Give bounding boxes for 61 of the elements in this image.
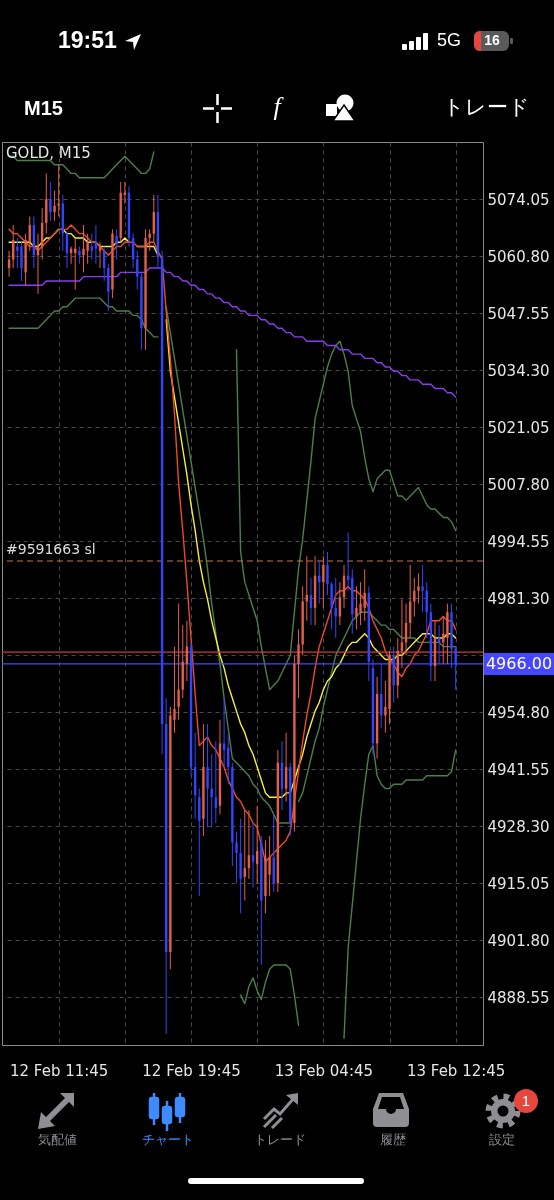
text: 16 <box>484 32 500 49</box>
text: 気配値 <box>37 1131 77 1148</box>
ref-line-label: #9591663 sl <box>6 541 96 558</box>
x-tick-label: 12 Feb 19:45 <box>142 1061 241 1080</box>
candlestick <box>417 573 420 605</box>
candlestick <box>206 723 209 828</box>
y-tick-label: 4915.05 <box>487 874 550 893</box>
text: トレード <box>443 95 530 119</box>
candlestick <box>53 190 56 222</box>
candlestick <box>326 551 329 596</box>
candlestick <box>421 564 424 613</box>
candlestick <box>148 228 151 252</box>
candlestick <box>363 568 366 622</box>
candlestick <box>210 753 213 828</box>
candlestick <box>107 263 110 312</box>
y-tick-label: 5047.55 <box>487 304 550 323</box>
candlestick <box>20 241 23 282</box>
y-tick-label: 4994.55 <box>487 532 550 551</box>
text: トレード <box>254 1131 306 1148</box>
candlestick <box>413 577 416 618</box>
chart-title: GOLD, M15 <box>6 144 91 162</box>
candlestick <box>57 164 60 217</box>
candlestick <box>49 181 52 222</box>
text: 1 <box>521 1091 531 1110</box>
candlestick <box>251 822 255 889</box>
candlestick <box>297 628 300 699</box>
text: チャート <box>142 1131 194 1148</box>
candlestick <box>177 603 180 721</box>
candlestick <box>454 646 457 691</box>
text: 19:51 <box>58 27 117 54</box>
candlestick <box>16 237 19 269</box>
candlestick <box>94 224 98 265</box>
text: 履歴 <box>380 1131 406 1148</box>
y-tick-label: 5021.05 <box>487 418 550 437</box>
y-tick-label: 4901.80 <box>487 931 550 950</box>
candlestick <box>268 835 271 897</box>
x-tick-label: 13 Feb 04:45 <box>274 1061 374 1080</box>
candlestick <box>115 228 118 260</box>
text: 設定 <box>489 1131 515 1148</box>
y-tick-label: 5007.80 <box>487 475 550 494</box>
y-tick-label: 4981.30 <box>487 589 550 608</box>
x-tick-label: 12 Feb 11:45 <box>9 1061 109 1080</box>
y-tick-label: 4928.30 <box>487 817 550 836</box>
y-tick-label: 5034.30 <box>487 361 550 380</box>
candlestick <box>355 585 358 630</box>
y-tick-label: 5074.05 <box>487 190 550 209</box>
ref-line-label: 4966.00 <box>484 652 554 675</box>
text: M15 <box>24 97 63 119</box>
text: 5G <box>437 30 462 51</box>
candlestick <box>322 555 325 609</box>
y-tick-label: 4954.80 <box>487 703 550 722</box>
y-tick-label: 4941.55 <box>487 760 550 779</box>
candlestick <box>330 581 333 630</box>
candlestick <box>222 697 226 768</box>
y-tick-label: 4888.55 <box>487 988 550 1007</box>
candlestick <box>86 233 89 265</box>
y-tick-label: 5060.80 <box>487 247 550 266</box>
x-tick-label: 13 Feb 12:45 <box>406 1061 506 1080</box>
candlestick <box>82 224 85 273</box>
candlestick <box>235 831 238 884</box>
candlestick <box>359 581 362 626</box>
